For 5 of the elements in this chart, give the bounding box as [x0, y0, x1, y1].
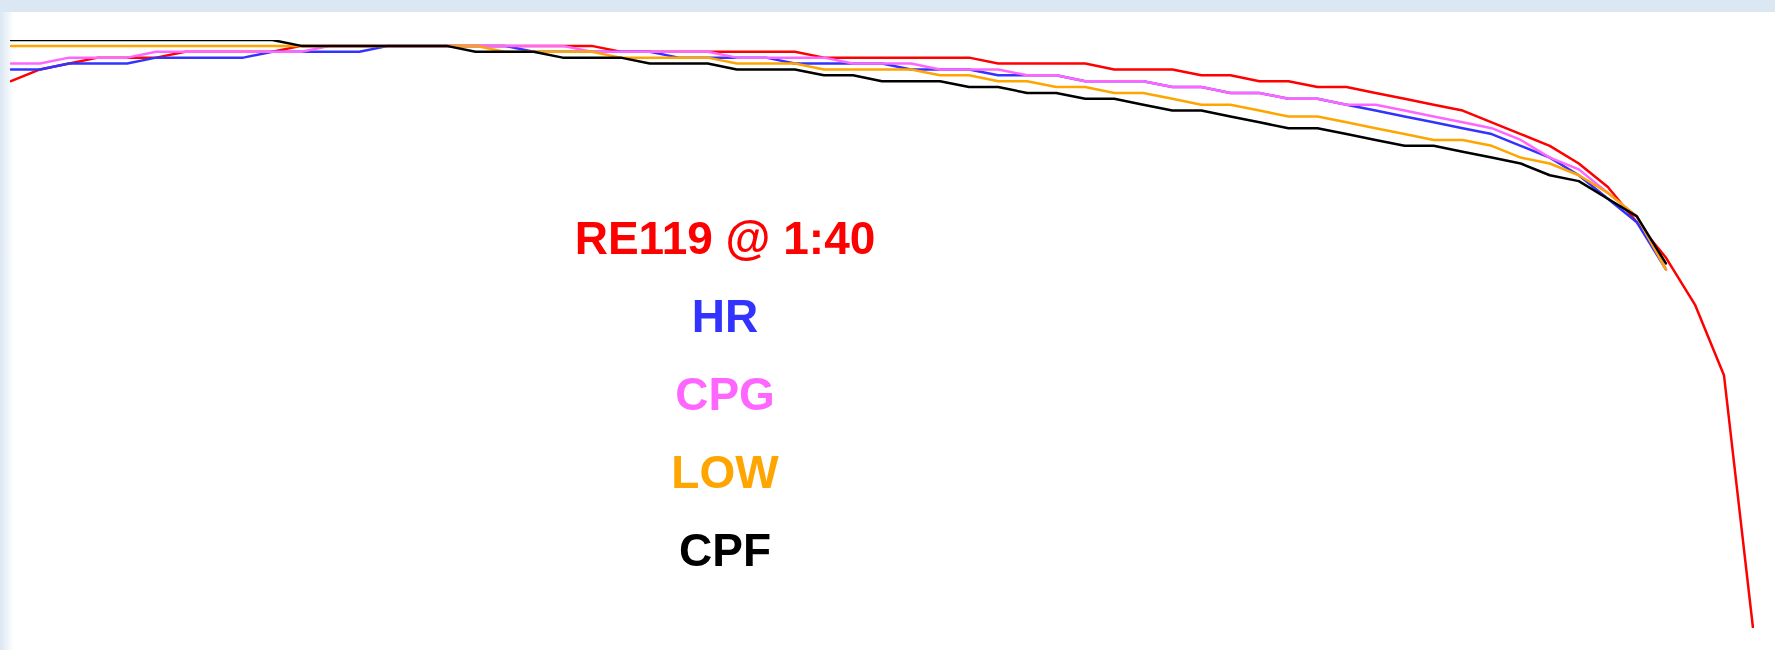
text: LOW [671, 445, 780, 498]
text: RE119 @ 1:40 [574, 211, 876, 264]
text: CPF [679, 523, 771, 576]
text: HR [691, 289, 759, 342]
text: CPG [675, 367, 775, 420]
